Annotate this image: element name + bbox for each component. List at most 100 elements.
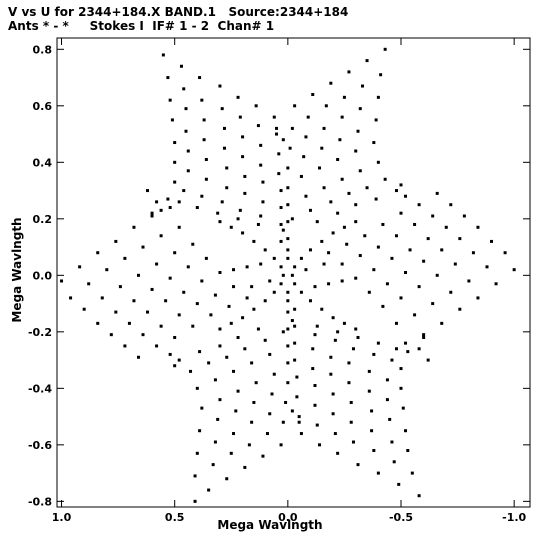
uv-point bbox=[318, 443, 322, 447]
uv-point bbox=[367, 290, 371, 294]
uv-point bbox=[385, 378, 389, 382]
uv-point bbox=[127, 321, 131, 325]
uv-point bbox=[397, 482, 401, 486]
uv-point bbox=[404, 194, 408, 198]
uv-point bbox=[390, 440, 394, 444]
uv-point bbox=[333, 432, 337, 436]
uv-point bbox=[383, 177, 387, 181]
uv-point bbox=[225, 477, 229, 481]
uv-point bbox=[207, 488, 211, 492]
uv-point bbox=[440, 248, 444, 252]
uv-point bbox=[123, 344, 127, 348]
uv-point bbox=[331, 316, 335, 320]
uv-point bbox=[404, 271, 408, 274]
uv-point bbox=[238, 208, 242, 212]
uv-point bbox=[118, 285, 122, 289]
uv-point bbox=[347, 191, 351, 195]
uv-point bbox=[243, 347, 247, 351]
uv-point bbox=[322, 186, 326, 190]
uv-point bbox=[227, 304, 231, 308]
uv-point bbox=[471, 251, 475, 255]
uv-point bbox=[182, 290, 186, 294]
uv-point bbox=[184, 107, 188, 111]
uv-point bbox=[297, 415, 301, 419]
uv-point bbox=[376, 160, 380, 164]
uv-point bbox=[279, 239, 283, 243]
uv-point bbox=[177, 200, 181, 204]
uv-point bbox=[218, 344, 222, 348]
uv-point bbox=[444, 225, 448, 229]
uv-point bbox=[236, 95, 240, 99]
uv-point bbox=[256, 124, 260, 128]
uv-point bbox=[245, 265, 249, 269]
uv-point bbox=[342, 321, 346, 325]
uv-point bbox=[435, 273, 439, 277]
uv-point bbox=[250, 420, 254, 424]
uv-point bbox=[354, 327, 358, 331]
uv-point bbox=[161, 53, 165, 57]
uv-point bbox=[293, 104, 297, 108]
uv-point bbox=[173, 335, 177, 339]
uv-point bbox=[184, 129, 188, 133]
uv-point bbox=[243, 465, 247, 469]
uv-point bbox=[241, 231, 245, 235]
title-line-1: V vs U for 2344+184.X BAND.1 Source:2344… bbox=[8, 5, 349, 19]
uv-point bbox=[329, 81, 333, 85]
uv-point bbox=[141, 245, 145, 249]
uv-point bbox=[293, 358, 297, 362]
uv-point bbox=[275, 132, 279, 136]
uv-point bbox=[299, 290, 303, 294]
uv-point bbox=[356, 335, 360, 339]
uv-point bbox=[467, 279, 471, 283]
uv-point bbox=[347, 70, 351, 74]
uv-point bbox=[431, 302, 435, 306]
uv-point bbox=[435, 191, 439, 195]
uv-point bbox=[109, 333, 113, 337]
uv-point bbox=[234, 409, 238, 413]
uv-point bbox=[476, 225, 480, 229]
uv-point bbox=[263, 299, 267, 303]
uv-point bbox=[313, 285, 317, 289]
uv-point bbox=[374, 118, 378, 122]
uv-point bbox=[293, 307, 297, 311]
uv-point bbox=[232, 285, 236, 289]
uv-point bbox=[354, 203, 358, 207]
uv-point bbox=[370, 429, 374, 433]
uv-point bbox=[186, 169, 190, 173]
uv-point bbox=[261, 454, 265, 458]
uv-point bbox=[304, 268, 308, 272]
uv-point bbox=[351, 347, 355, 351]
uv-point bbox=[281, 420, 285, 424]
uv-point bbox=[286, 256, 290, 260]
uv-point bbox=[422, 335, 426, 339]
uv-point bbox=[222, 146, 226, 150]
uv-point bbox=[322, 262, 326, 266]
uv-point bbox=[324, 104, 328, 108]
uv-point bbox=[114, 239, 118, 243]
uv-point bbox=[277, 152, 281, 156]
uv-point bbox=[342, 225, 346, 229]
uv-point bbox=[243, 174, 247, 178]
title-line-2: Ants * - * Stokes I IF# 1 - 2 Chan# 1 bbox=[8, 19, 275, 33]
uv-point bbox=[173, 141, 177, 145]
uv-point bbox=[376, 341, 380, 345]
uv-point bbox=[254, 104, 258, 108]
uv-point bbox=[340, 177, 344, 181]
uv-point bbox=[431, 214, 435, 218]
uv-point bbox=[449, 203, 453, 207]
uv-point bbox=[399, 296, 403, 300]
uv-point bbox=[458, 307, 462, 311]
x-axis-label: Mega Wavlngth bbox=[217, 518, 323, 532]
uv-point bbox=[331, 412, 335, 416]
uv-point bbox=[333, 338, 337, 342]
uv-point bbox=[329, 372, 333, 376]
uv-point bbox=[132, 299, 136, 303]
uv-point bbox=[268, 279, 272, 283]
uv-point bbox=[200, 406, 204, 410]
uv-point bbox=[216, 211, 220, 215]
plot-frame bbox=[56, 37, 531, 508]
uv-point bbox=[252, 307, 256, 311]
uv-point bbox=[279, 189, 283, 193]
uv-point bbox=[132, 225, 136, 229]
uv-point bbox=[406, 448, 410, 452]
